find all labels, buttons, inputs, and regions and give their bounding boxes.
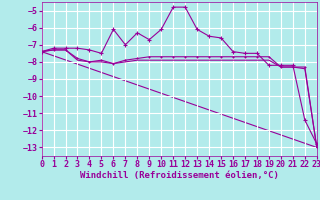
X-axis label: Windchill (Refroidissement éolien,°C): Windchill (Refroidissement éolien,°C) [80,171,279,180]
